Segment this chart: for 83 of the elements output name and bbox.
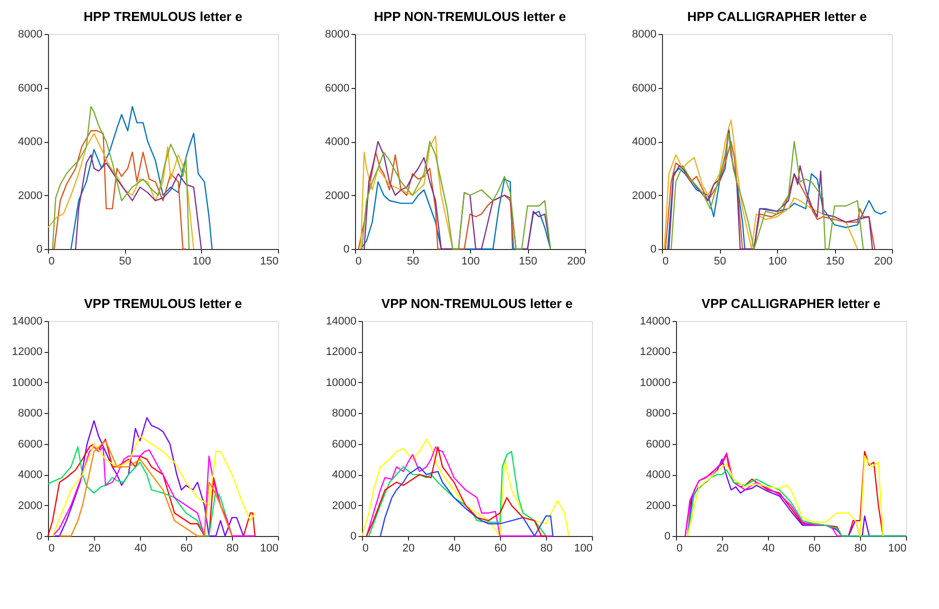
y-tick-label: 12000	[326, 346, 356, 358]
y-tick-label: 4000	[332, 469, 356, 482]
x-tick-label: 0	[48, 256, 55, 268]
x-tick-label: 40	[448, 542, 461, 554]
x-tick-label: 0	[362, 542, 369, 554]
y-tick-label: 2000	[18, 500, 42, 512]
y-tick-label: 8000	[18, 28, 42, 40]
line-series	[361, 438, 570, 537]
x-tick-label: 0	[676, 542, 683, 554]
x-tick-label: 100	[461, 256, 480, 268]
y-tick-label: 6000	[325, 82, 350, 94]
x-tick-label: 50	[119, 256, 132, 268]
line-series	[360, 136, 454, 250]
chart-title: HPP CALLIGRAPHER letter e	[687, 9, 867, 24]
x-tick-label: 20	[402, 542, 415, 554]
y-tick-label: 10000	[326, 376, 356, 389]
y-tick-label: 14000	[326, 316, 356, 328]
x-tick-label: 100	[768, 256, 787, 268]
y-tick-label: 12000	[12, 346, 42, 358]
y-tick-label: 0	[664, 530, 670, 542]
line-series	[380, 466, 554, 537]
x-tick-label: 150	[518, 256, 538, 268]
y-tick-label: 8000	[632, 28, 656, 40]
x-tick-label: 200	[567, 256, 586, 268]
x-tick-label: 150	[260, 256, 278, 268]
line-series	[664, 119, 858, 250]
line-series	[75, 154, 202, 250]
chart-title: HPP NON-TREMULOUS letter e	[374, 9, 566, 24]
x-tick-label: 60	[808, 542, 821, 554]
y-tick-label: 6000	[18, 438, 42, 450]
x-tick-label: 40	[134, 542, 147, 554]
y-tick-label: 8000	[18, 408, 42, 420]
y-tick-label: 0	[650, 244, 656, 256]
x-tick-label: 80	[854, 542, 867, 554]
y-tick-label: 2000	[325, 190, 350, 202]
x-tick-label: 20	[88, 542, 101, 554]
y-tick-label: 14000	[12, 316, 42, 328]
y-tick-label: 8000	[325, 28, 350, 40]
y-tick-label: 0	[36, 530, 42, 542]
y-tick-label: 8000	[332, 408, 356, 420]
x-tick-label: 60	[494, 542, 507, 554]
x-tick-label: 80	[540, 542, 553, 554]
y-tick-label: 4000	[325, 136, 350, 148]
y-tick-label: 2000	[646, 500, 670, 512]
y-tick-label: 2000	[632, 190, 656, 202]
y-tick-label: 10000	[12, 376, 42, 389]
x-tick-label: 100	[888, 542, 906, 554]
x-tick-label: 200	[874, 256, 892, 268]
y-tick-label: 4000	[18, 136, 42, 148]
chart-title: VPP NON-TREMULOUS letter e	[381, 296, 573, 311]
y-tick-label: 4000	[18, 469, 42, 482]
y-tick-label: 8000	[646, 408, 670, 420]
y-tick-label: 0	[343, 244, 350, 256]
x-tick-label: 40	[762, 542, 775, 554]
y-tick-label: 12000	[640, 346, 670, 358]
chart-title: VPP CALLIGRAPHER letter e	[702, 296, 880, 311]
y-tick-label: 6000	[632, 82, 656, 94]
x-tick-label: 50	[714, 256, 726, 268]
chart-title: HPP TREMULOUS letter e	[84, 9, 242, 24]
x-tick-label: 60	[180, 542, 193, 554]
y-tick-label: 2000	[18, 190, 42, 202]
x-tick-label: 100	[574, 542, 592, 554]
x-tick-label: 150	[826, 256, 844, 268]
x-tick-label: 0	[48, 542, 55, 554]
line-series	[52, 106, 190, 250]
y-tick-label: 2000	[332, 500, 356, 512]
y-tick-label: 6000	[646, 438, 670, 450]
x-tick-label: 100	[260, 542, 278, 554]
x-tick-label: 50	[406, 256, 420, 268]
y-tick-label: 6000	[332, 438, 356, 450]
chart-title: VPP TREMULOUS letter e	[84, 296, 242, 311]
line-series	[70, 106, 213, 250]
y-tick-label: 6000	[18, 82, 42, 94]
y-tick-label: 14000	[640, 316, 670, 328]
y-tick-label: 0	[350, 530, 356, 542]
y-tick-label: 4000	[646, 469, 670, 482]
y-tick-label: 0	[36, 244, 42, 256]
y-tick-label: 10000	[640, 376, 670, 389]
x-tick-label: 100	[192, 256, 212, 268]
x-tick-label: 80	[226, 542, 239, 554]
x-tick-label: 20	[716, 542, 729, 554]
line-series	[358, 152, 514, 250]
y-tick-label: 4000	[632, 136, 656, 148]
